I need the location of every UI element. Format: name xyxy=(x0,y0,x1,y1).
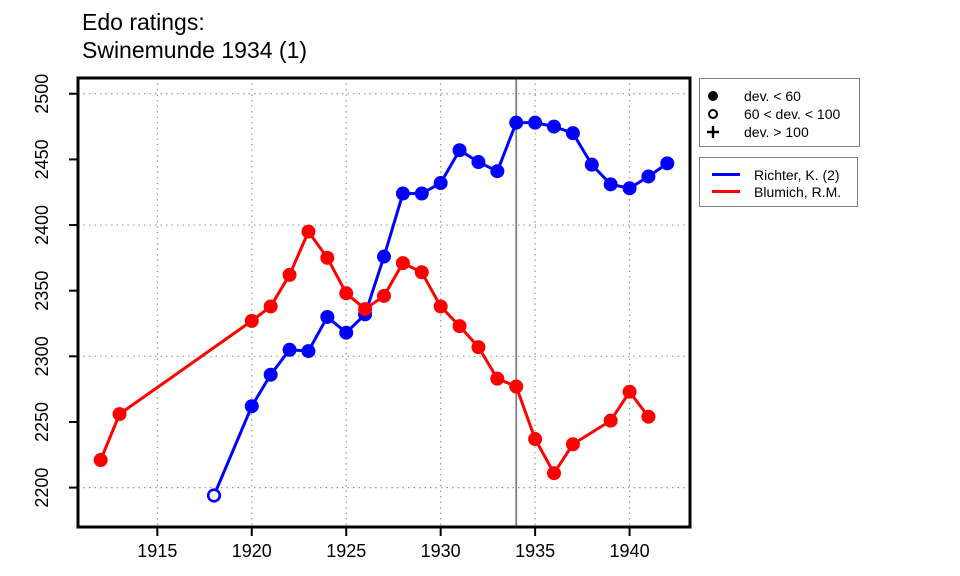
data-point xyxy=(603,177,618,192)
data-point xyxy=(395,186,410,201)
data-point xyxy=(301,224,316,239)
chart-title: Edo ratings: Swinemunde 1934 (1) xyxy=(82,8,307,64)
data-point xyxy=(660,156,675,171)
data-point xyxy=(565,126,580,141)
data-point xyxy=(433,176,448,191)
series-label: Richter, K. (2) xyxy=(754,166,840,183)
open-circle-icon xyxy=(700,109,726,119)
legend-label: dev. < 60 xyxy=(744,88,801,104)
data-point xyxy=(603,413,618,428)
filled-circle-icon xyxy=(700,91,726,101)
y-axis-tick-label: 2400 xyxy=(32,205,52,245)
legend-item-blumich: Blumich, R.M. xyxy=(700,183,857,200)
data-point xyxy=(377,288,391,303)
y-axis-tick-label: 2300 xyxy=(32,336,52,376)
data-point xyxy=(320,250,335,265)
legend-label: 60 < dev. < 100 xyxy=(744,106,841,122)
data-point xyxy=(414,265,429,280)
data-point xyxy=(528,115,543,130)
data-point xyxy=(622,384,637,399)
plus-icon xyxy=(700,125,726,139)
legend-item-richter: Richter, K. (2) xyxy=(700,166,857,183)
data-point xyxy=(395,256,410,271)
data-point-open-circle xyxy=(206,488,222,503)
y-axis-tick-label: 2200 xyxy=(32,468,52,508)
plot-frame xyxy=(76,76,692,529)
series-line-2 xyxy=(99,230,650,475)
data-point xyxy=(584,157,599,172)
y-axis-tick-label: 2450 xyxy=(32,139,52,179)
data-point xyxy=(547,466,561,481)
data-point xyxy=(93,453,108,468)
data-point xyxy=(452,319,467,334)
x-axis-tick-label: 1940 xyxy=(610,541,650,561)
data-point xyxy=(509,115,524,130)
series-label: Blumich, R.M. xyxy=(754,183,842,200)
x-axis-tick-label: 1925 xyxy=(326,541,366,561)
blue-line-swatch xyxy=(712,173,740,176)
players-legend: Richter, K. (2) Blumich, R.M. xyxy=(699,157,858,207)
data-point xyxy=(301,344,316,359)
red-line-swatch xyxy=(712,190,740,193)
y-axis-tick-label: 2350 xyxy=(32,271,52,311)
x-axis-tick-label: 1935 xyxy=(515,541,555,561)
data-point xyxy=(112,407,127,422)
data-point xyxy=(263,367,278,382)
data-point xyxy=(528,432,543,447)
y-axis-tick-label: 2250 xyxy=(32,402,52,442)
x-axis-tick-label: 1930 xyxy=(421,541,461,561)
data-point xyxy=(641,169,656,184)
data-point xyxy=(377,249,391,264)
x-axis-tick-label: 1920 xyxy=(232,541,272,561)
data-point xyxy=(282,267,297,282)
data-point xyxy=(320,309,335,324)
data-point xyxy=(452,143,467,158)
data-point xyxy=(244,313,259,328)
legend-item-dev-60-100: 60 < dev. < 100 xyxy=(700,105,859,123)
data-point xyxy=(622,181,637,196)
legend-item-dev-lt-60: dev. < 60 xyxy=(700,87,859,105)
data-point xyxy=(547,119,561,134)
legend-item-dev-gt-100: dev. > 100 xyxy=(700,123,859,141)
data-point xyxy=(358,302,373,317)
chart-title-line2: Swinemunde 1934 (1) xyxy=(82,37,308,63)
data-point xyxy=(509,379,524,394)
deviation-legend: dev. < 60 60 < dev. < 100 dev. > 100 xyxy=(699,78,860,147)
data-point xyxy=(490,164,505,179)
data-point xyxy=(471,340,486,355)
data-point xyxy=(339,286,354,301)
data-point xyxy=(490,371,505,386)
data-point xyxy=(433,299,448,314)
data-point xyxy=(244,399,259,414)
data-point xyxy=(641,409,656,424)
data-point xyxy=(471,155,486,170)
data-point xyxy=(263,299,278,314)
data-point xyxy=(282,342,297,357)
data-point xyxy=(565,437,580,452)
data-point xyxy=(414,186,429,201)
legend-label: dev. > 100 xyxy=(744,124,809,140)
x-axis-tick-label: 1915 xyxy=(137,541,177,561)
chart-title-line1: Edo ratings: xyxy=(82,9,205,35)
y-axis-tick-label: 2500 xyxy=(32,74,52,114)
data-point xyxy=(339,325,354,340)
